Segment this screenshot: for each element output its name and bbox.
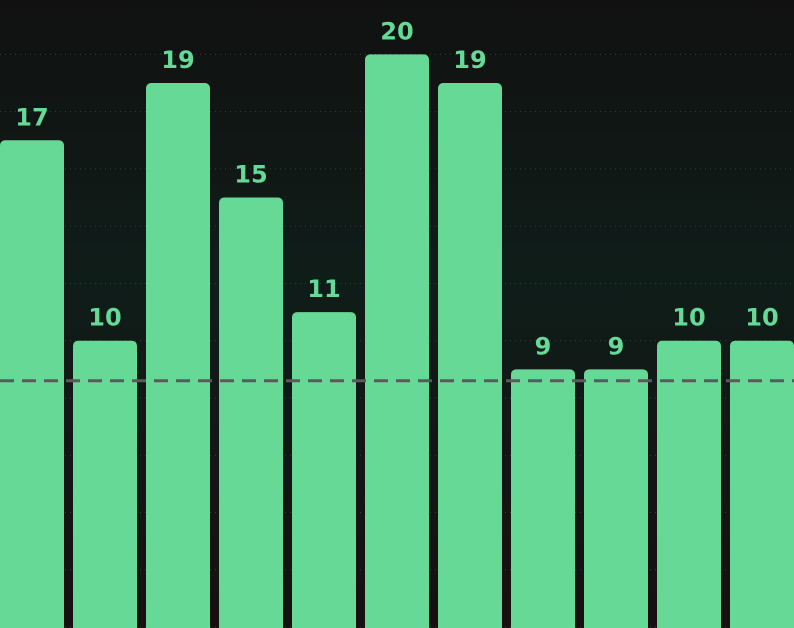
bar — [219, 197, 283, 628]
bar — [292, 312, 356, 628]
bar-value-label: 10 — [88, 304, 121, 332]
bar-value-label: 11 — [307, 275, 340, 303]
bar — [584, 369, 648, 628]
bar — [657, 340, 721, 628]
bar — [438, 83, 502, 628]
bar — [730, 340, 794, 628]
bar — [365, 54, 429, 628]
bar-value-label: 9 — [608, 332, 625, 360]
bar-value-label: 20 — [380, 17, 413, 45]
bar-value-label: 19 — [161, 46, 194, 74]
bar-value-label: 15 — [234, 161, 267, 189]
bar — [146, 83, 210, 628]
bar-value-label: 17 — [15, 103, 48, 131]
bar — [0, 140, 64, 628]
bar — [511, 369, 575, 628]
bar-value-label: 10 — [745, 304, 778, 332]
bar-value-label: 10 — [672, 304, 705, 332]
bar-value-label: 9 — [535, 332, 552, 360]
bar — [73, 340, 137, 628]
bar-value-label: 19 — [453, 46, 486, 74]
